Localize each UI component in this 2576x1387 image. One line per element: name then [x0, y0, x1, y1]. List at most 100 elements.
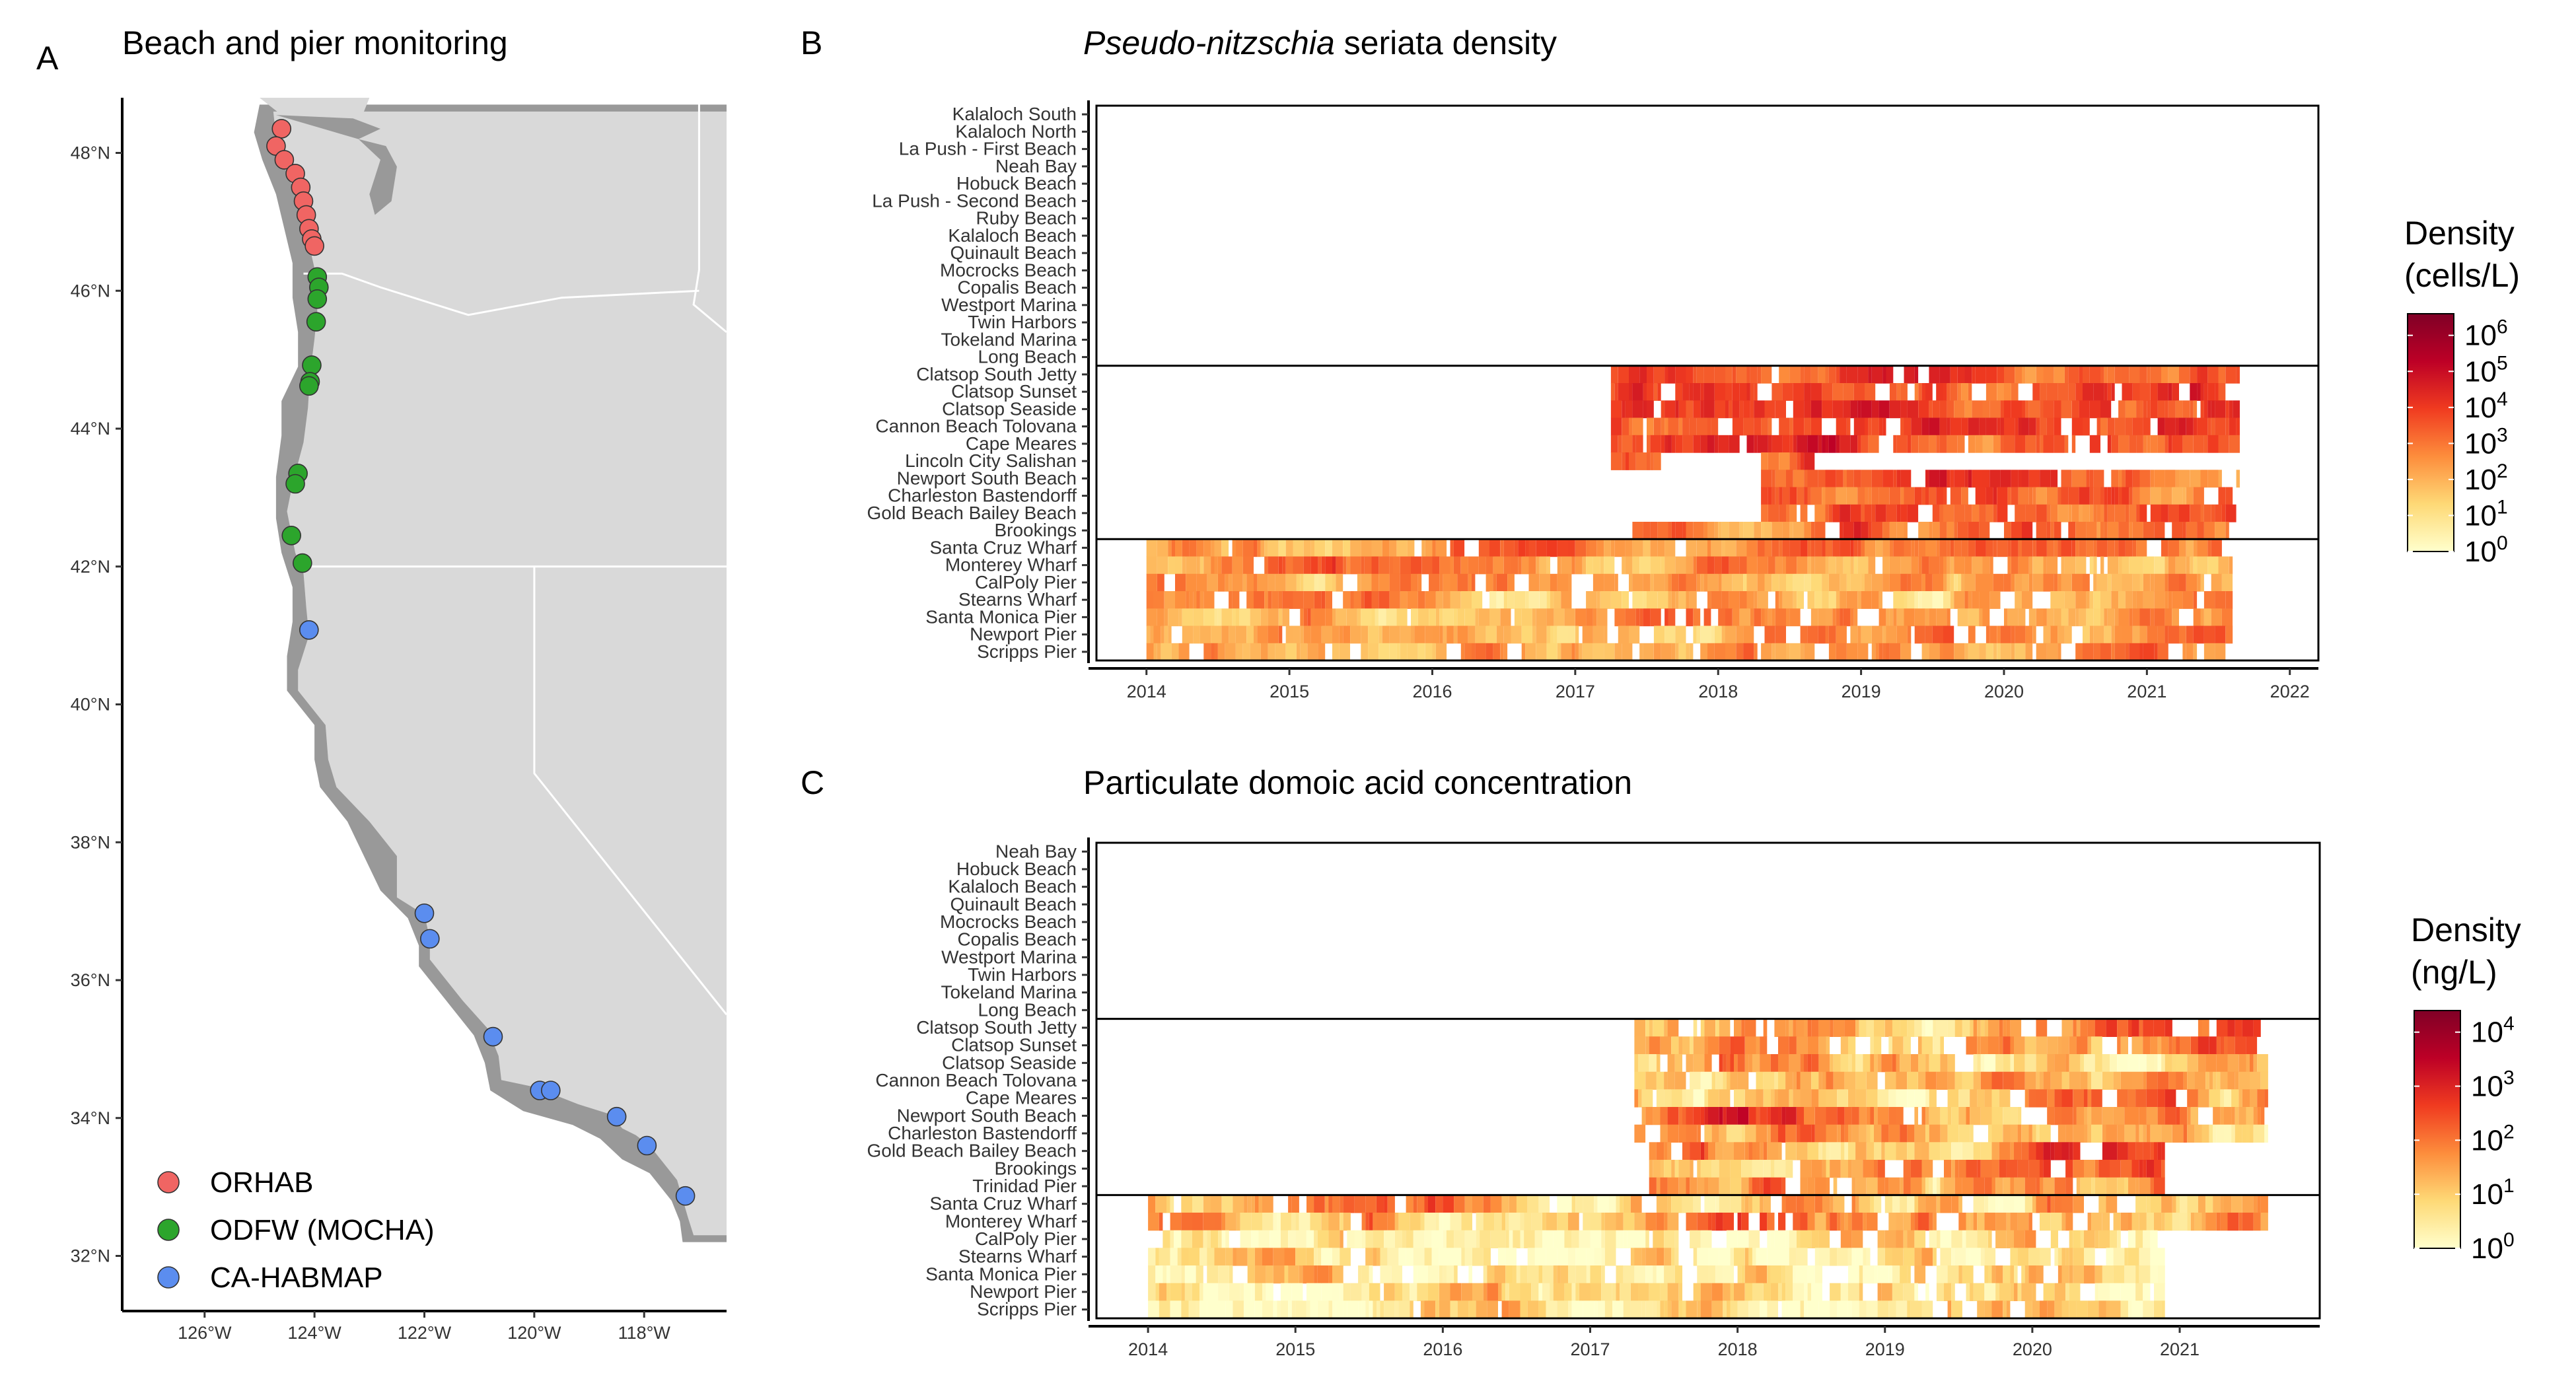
heatmap-cell	[1804, 487, 1808, 505]
heatmap-cell	[1977, 1036, 1981, 1055]
heatmap-cell	[2043, 625, 2051, 644]
heatmap-cell	[1764, 625, 1775, 644]
heatmap-cell	[1707, 522, 1715, 540]
heatmap-cell	[1962, 1018, 1970, 1037]
site-point	[281, 525, 302, 546]
heatmap-cell	[1343, 539, 1350, 557]
heatmap-cell	[1775, 487, 1779, 505]
heatmap-cell	[2010, 1248, 2018, 1266]
heatmap-cell	[1977, 1230, 1988, 1248]
heatmap-cell	[2084, 1265, 2095, 1284]
heatmap-cell	[1865, 504, 1872, 522]
heatmap-cell	[1760, 1300, 1768, 1319]
heatmap-cell	[1693, 1018, 1698, 1037]
heatmap-cell	[2006, 1230, 2014, 1248]
heatmap-cell	[1818, 1248, 1830, 1266]
heatmap-cell	[2203, 591, 2215, 609]
heatmap-cell	[1840, 504, 1851, 522]
heatmap-cell	[1664, 573, 1668, 592]
heatmap-cell	[1961, 487, 1968, 505]
heatmap-cell	[2122, 625, 2133, 644]
heatmap-cell	[1964, 643, 1968, 661]
heatmap-cell	[1597, 1300, 1605, 1319]
heatmap-cell	[1904, 487, 1915, 505]
heatmap-cell	[1513, 1265, 1517, 1284]
heatmap-cell	[2028, 1160, 2040, 1178]
heatmap-cell	[1837, 1213, 1841, 1231]
heatmap-cell	[1285, 643, 1297, 661]
heatmap-cell	[1929, 487, 1937, 505]
heatmap-cell	[1254, 1248, 1263, 1266]
heatmap-cell	[1832, 504, 1840, 522]
x-tick-label: 2016	[1412, 682, 1452, 701]
heatmap-cell	[2065, 1248, 2069, 1266]
heatmap-cell	[2143, 643, 2155, 661]
heatmap-cell	[2216, 1124, 2224, 1143]
heatmap-cell	[1678, 1107, 1682, 1125]
heatmap-cell	[1853, 539, 1858, 557]
heatmap-cell	[1690, 1230, 1701, 1248]
heatmap-cell	[2201, 1018, 2209, 1037]
heatmap-cell	[2086, 591, 2090, 609]
heatmap-cell	[1394, 1230, 1402, 1248]
heatmap-cell	[1993, 643, 1997, 661]
heatmap-cell	[1653, 365, 1665, 384]
heatmap-cell	[1280, 1283, 1292, 1301]
heatmap-cell	[2071, 504, 2079, 522]
heatmap-cell	[2102, 1213, 2110, 1231]
heatmap-cell	[1964, 504, 1972, 522]
heatmap-cell	[2046, 608, 2054, 627]
heatmap-cell	[1693, 1195, 1701, 1213]
heatmap-cell	[1855, 1018, 1859, 1037]
heatmap-cell	[1575, 625, 1579, 644]
heatmap-cell	[1730, 1195, 1742, 1213]
heatmap-cell	[1893, 608, 1897, 627]
heatmap-cell	[2150, 1036, 2158, 1055]
heatmap-cell	[1796, 1107, 1805, 1125]
heatmap-cell	[1321, 1283, 1332, 1301]
heatmap-cell	[1781, 1107, 1786, 1125]
heatmap-cell	[1472, 1283, 1484, 1301]
heatmap-cell	[2054, 1248, 2058, 1266]
heatmap-cell	[1914, 625, 1925, 644]
heatmap-cell	[1729, 522, 1740, 540]
heatmap-cell	[1940, 1230, 1952, 1248]
heatmap-cell	[2094, 1265, 2102, 1284]
heatmap-cell	[1866, 1107, 1871, 1125]
heatmap-cell	[1394, 1300, 1399, 1319]
heatmap-cell	[1188, 1300, 1196, 1319]
heatmap-cell	[1664, 1230, 1675, 1248]
heatmap-cell	[1601, 1265, 1605, 1284]
heatmap-cell	[1622, 435, 1633, 453]
heatmap-cell	[1557, 573, 1568, 592]
heatmap-cell	[2131, 1107, 2139, 1125]
heatmap-cell	[1525, 539, 1529, 557]
heatmap-cell	[1328, 1195, 1332, 1213]
heatmap-cell	[2179, 417, 2186, 436]
heatmap-cell	[1336, 1300, 1343, 1319]
heatmap-cell	[2154, 1300, 2162, 1319]
heatmap-cell	[1804, 1195, 1815, 1213]
heatmap-cell	[1693, 608, 1701, 627]
heatmap-cell	[2100, 556, 2104, 575]
heatmap-cell	[2143, 1300, 2154, 1319]
heatmap-cell	[1291, 1300, 1296, 1319]
heatmap-cell	[1771, 573, 1779, 592]
heatmap-cell	[1871, 487, 1879, 505]
heatmap-cell	[1904, 591, 1908, 609]
heatmap-cell	[1310, 608, 1314, 627]
heatmap-cell	[1921, 643, 1929, 661]
heatmap-cell	[1674, 1054, 1682, 1073]
heatmap-cell	[1634, 1018, 1646, 1037]
heatmap-cell	[1785, 1107, 1797, 1125]
heatmap-cell	[1855, 1089, 1867, 1108]
heatmap-cell	[1291, 1283, 1303, 1301]
heatmap-cell	[1807, 625, 1818, 644]
heatmap-cell	[1314, 608, 1326, 627]
heatmap-cell	[2054, 608, 2061, 627]
heatmap-cell	[1310, 1283, 1322, 1301]
heatmap-cell	[1620, 1195, 1624, 1213]
heatmap-cell	[2182, 591, 2194, 609]
heatmap-cell	[1888, 1124, 1900, 1143]
